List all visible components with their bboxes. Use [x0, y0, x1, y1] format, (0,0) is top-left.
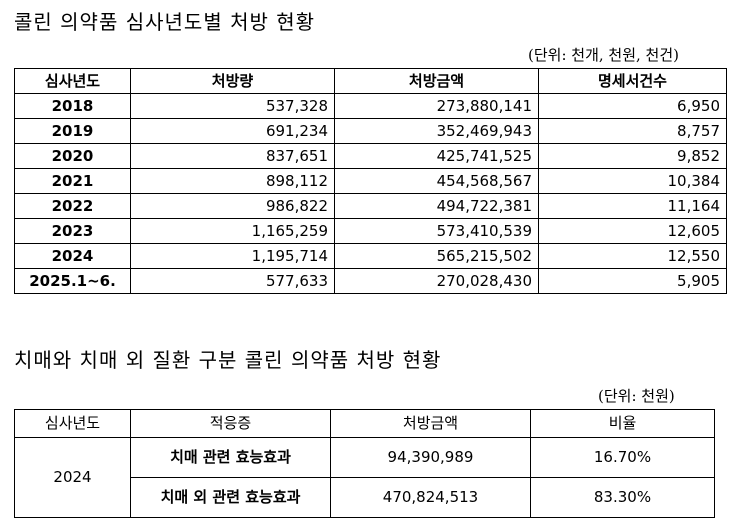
table-row: 2019 691,234 352,469,943 8,757: [14, 118, 727, 144]
header-review-year: 심사년도: [14, 68, 131, 94]
table-row: 치매 외 관련 효능효과 470,824,513 83.30%: [15, 477, 715, 518]
cell-amount: 454,568,567: [334, 168, 539, 194]
header-statement-count: 명세서건수: [538, 68, 727, 94]
cell-amount: 494,722,381: [334, 193, 539, 219]
prescription-by-year-table: 심사년도 처방량 처방금액 명세서건수 2018 537,328 273,880…: [14, 68, 727, 294]
section2-unit: (단위: 천원): [598, 387, 675, 405]
header-prescription-amount: 처방금액: [334, 68, 539, 94]
cell-ratio: 83.30%: [530, 477, 715, 518]
cell-amount: 425,741,525: [334, 143, 539, 169]
cell-quantity: 577,633: [130, 268, 335, 294]
cell-year: 2025.1~6.: [14, 268, 131, 294]
cell-quantity: 1,195,714: [130, 243, 335, 269]
section1-unit: (단위: 천개, 천원, 천건): [528, 46, 679, 64]
header-indication: 적응증: [130, 409, 331, 438]
cell-amount: 573,410,539: [334, 218, 539, 244]
cell-indication: 치매 관련 효능효과: [130, 437, 331, 478]
header-prescription-amount: 처방금액: [330, 409, 531, 438]
table-row: 2021 898,112 454,568,567 10,384: [14, 168, 727, 194]
cell-count: 12,605: [538, 218, 727, 244]
cell-amount: 565,215,502: [334, 243, 539, 269]
cell-amount: 94,390,989: [330, 437, 531, 478]
cell-count: 6,950: [538, 93, 727, 119]
cell-quantity: 537,328: [130, 93, 335, 119]
cell-indication: 치매 외 관련 효능효과: [130, 477, 331, 518]
header-review-year: 심사년도: [14, 409, 131, 438]
cell-count: 11,164: [538, 193, 727, 219]
cell-count: 8,757: [538, 118, 727, 144]
cell-year: 2018: [14, 93, 131, 119]
table-header-row: 심사년도 적응증 처방금액 비율: [14, 409, 715, 438]
cell-amount: 352,469,943: [334, 118, 539, 144]
header-ratio: 비율: [530, 409, 715, 438]
cell-count: 5,905: [538, 268, 727, 294]
cell-year: 2023: [14, 218, 131, 244]
header-prescription-quantity: 처방량: [130, 68, 335, 94]
cell-count: 12,550: [538, 243, 727, 269]
cell-count: 10,384: [538, 168, 727, 194]
cell-quantity: 1,165,259: [130, 218, 335, 244]
table-row: 2023 1,165,259 573,410,539 12,605: [14, 218, 727, 244]
cell-amount: 270,028,430: [334, 268, 539, 294]
section1-title: 콜린 의약품 심사년도별 처방 현황: [14, 10, 316, 34]
cell-year: 2024: [14, 437, 131, 518]
table-row: 2025.1~6. 577,633 270,028,430 5,905: [14, 268, 727, 294]
cell-year: 2024: [14, 243, 131, 269]
table-row: 2018 537,328 273,880,141 6,950: [14, 93, 727, 119]
cell-count: 9,852: [538, 143, 727, 169]
cell-year: 2020: [14, 143, 131, 169]
cell-quantity: 837,651: [130, 143, 335, 169]
table-row: 2020 837,651 425,741,525 9,852: [14, 143, 727, 169]
cell-amount: 273,880,141: [334, 93, 539, 119]
cell-quantity: 986,822: [130, 193, 335, 219]
section2-title: 치매와 치매 외 질환 구분 콜린 의약품 처방 현황: [14, 348, 442, 372]
cell-year: 2019: [14, 118, 131, 144]
table-row: 2024 치매 관련 효능효과 94,390,989 16.70%: [14, 437, 715, 518]
dementia-prescription-table: 심사년도 적응증 처방금액 비율 2024 치매 관련 효능효과 94,390,…: [14, 409, 715, 518]
table-row: 2024 1,195,714 565,215,502 12,550: [14, 243, 727, 269]
table-row: 2022 986,822 494,722,381 11,164: [14, 193, 727, 219]
cell-year: 2021: [14, 168, 131, 194]
table-header-row: 심사년도 처방량 처방금액 명세서건수: [14, 68, 727, 94]
cell-quantity: 691,234: [130, 118, 335, 144]
cell-quantity: 898,112: [130, 168, 335, 194]
cell-amount: 470,824,513: [330, 477, 531, 518]
cell-ratio: 16.70%: [530, 437, 715, 478]
cell-year: 2022: [14, 193, 131, 219]
